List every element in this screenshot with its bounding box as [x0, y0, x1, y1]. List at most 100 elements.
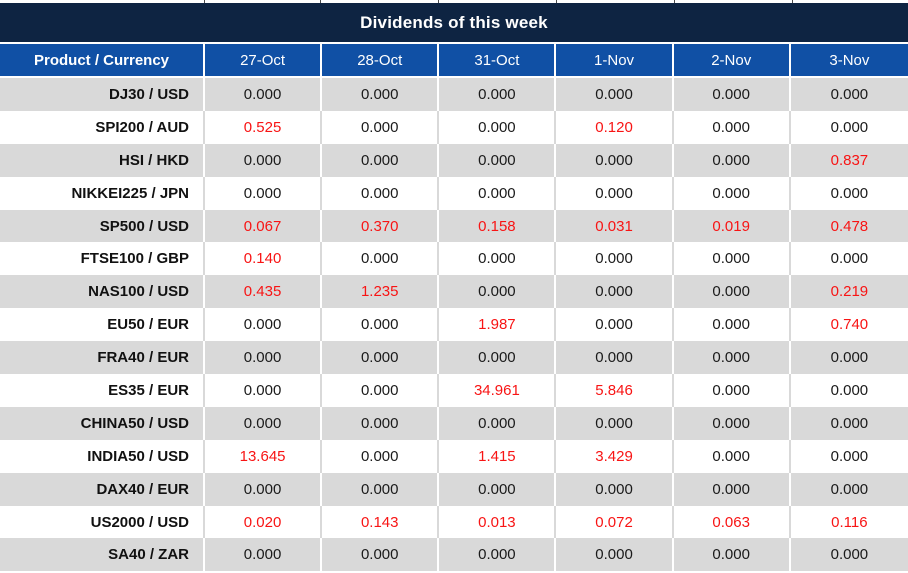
value-cell: 0.000 [556, 78, 674, 111]
value-cell: 0.000 [556, 472, 674, 506]
value-cell: 0.000 [322, 242, 440, 276]
value-cell: 0.143 [322, 505, 440, 539]
value-cell: 0.000 [790, 78, 908, 111]
product-cell: INDIA50 / USD [0, 439, 205, 473]
value-cell: 0.000 [205, 406, 323, 440]
table-row: FTSE100 / GBP 0.140 0.000 0.000 0.000 0.000 0.… [0, 242, 908, 276]
value-cell: 0.000 [556, 242, 674, 276]
value-cell: 0.000 [673, 78, 791, 111]
value-cell: 0.000 [322, 176, 440, 210]
value-cell: 0.000 [205, 374, 323, 407]
value-cell: 0.000 [673, 538, 791, 572]
value-cell: 0.000 [673, 439, 791, 473]
table-title: Dividends of this week [0, 3, 908, 44]
product-cell: DAX40 / EUR [0, 472, 205, 506]
value-cell: 0.063 [673, 505, 791, 539]
grid-tick [674, 0, 675, 3]
value-cell: 0.000 [205, 143, 323, 177]
value-cell: 0.000 [790, 472, 908, 506]
table-row: NAS100 / USD 0.435 1.235 0.000 0.000 0.000 0.2… [0, 275, 908, 309]
value-cell: 0.525 [205, 110, 323, 144]
value-cell: 0.116 [790, 505, 908, 539]
table-body: DJ30 / USD 0.000 0.000 0.000 0.000 0.000 0.000… [0, 78, 908, 572]
value-cell: 0.000 [439, 110, 557, 144]
value-cell: 13.645 [205, 439, 323, 473]
value-cell: 0.000 [322, 472, 440, 506]
value-cell: 0.000 [790, 110, 908, 144]
table-row: DAX40 / EUR 0.000 0.000 0.000 0.000 0.000 0.00… [0, 472, 908, 506]
value-cell: 0.000 [790, 439, 908, 473]
product-cell: FRA40 / EUR [0, 341, 205, 375]
value-cell: 0.000 [673, 341, 791, 375]
value-cell: 0.000 [556, 308, 674, 342]
value-cell: 0.000 [439, 472, 557, 506]
product-cell: DJ30 / USD [0, 78, 205, 111]
value-cell: 34.961 [439, 374, 557, 407]
value-cell: 0.000 [556, 341, 674, 375]
product-cell: US2000 / USD [0, 505, 205, 539]
value-cell: 0.370 [322, 209, 440, 243]
value-cell: 0.019 [673, 209, 791, 243]
value-cell: 0.000 [322, 439, 440, 473]
table-row: HSI / HKD 0.000 0.000 0.000 0.000 0.000 0.837 [0, 143, 908, 177]
value-cell: 0.000 [673, 472, 791, 506]
product-cell: SP500 / USD [0, 209, 205, 243]
product-cell: SPI200 / AUD [0, 110, 205, 144]
value-cell: 0.435 [205, 275, 323, 309]
value-cell: 0.000 [322, 374, 440, 407]
value-cell: 0.000 [439, 242, 557, 276]
value-cell: 1.235 [322, 275, 440, 309]
table-row: SA40 / ZAR 0.000 0.000 0.000 0.000 0.000 0.000 [0, 538, 908, 572]
value-cell: 0.000 [790, 406, 908, 440]
column-header-date-3: 31-Oct [439, 44, 557, 78]
grid-tick [438, 0, 439, 3]
column-header-product: Product / Currency [0, 44, 205, 78]
grid-tick [792, 0, 793, 3]
dividends-table: Product / Currency 27-Oct 28-Oct 31-Oct … [0, 44, 908, 572]
value-cell: 0.000 [205, 341, 323, 375]
value-cell: 0.000 [556, 406, 674, 440]
product-cell: SA40 / ZAR [0, 538, 205, 572]
table-row: ES35 / EUR 0.000 0.000 34.961 5.846 0.000 0.00… [0, 374, 908, 407]
value-cell: 0.031 [556, 209, 674, 243]
value-cell: 0.000 [790, 341, 908, 375]
value-cell: 0.000 [322, 143, 440, 177]
value-cell: 0.140 [205, 242, 323, 276]
value-cell: 0.000 [439, 406, 557, 440]
value-cell: 0.000 [556, 275, 674, 309]
value-cell: 0.000 [673, 242, 791, 276]
table-row: US2000 / USD 0.020 0.143 0.013 0.072 0.063 0.1… [0, 505, 908, 539]
value-cell: 0.000 [322, 110, 440, 144]
header-row: Product / Currency 27-Oct 28-Oct 31-Oct … [0, 44, 908, 78]
table-row: SP500 / USD 0.067 0.370 0.158 0.031 0.019 0.47… [0, 209, 908, 243]
value-cell: 0.000 [673, 275, 791, 309]
value-cell: 5.846 [556, 374, 674, 407]
value-cell: 0.000 [673, 406, 791, 440]
value-cell: 0.000 [673, 143, 791, 177]
product-cell: CHINA50 / USD [0, 406, 205, 440]
value-cell: 0.000 [439, 341, 557, 375]
value-cell: 0.000 [205, 176, 323, 210]
value-cell: 0.000 [790, 176, 908, 210]
value-cell: 0.000 [439, 538, 557, 572]
table-title-text: Dividends of this week [360, 12, 548, 32]
value-cell: 0.020 [205, 505, 323, 539]
table-row: INDIA50 / USD 13.645 0.000 1.415 3.429 0.000 0… [0, 439, 908, 473]
value-cell: 1.987 [439, 308, 557, 342]
value-cell: 0.067 [205, 209, 323, 243]
grid-tick [204, 0, 205, 3]
value-cell: 0.000 [790, 242, 908, 276]
product-cell: FTSE100 / GBP [0, 242, 205, 276]
value-cell: 0.000 [673, 176, 791, 210]
value-cell: 0.000 [439, 176, 557, 210]
value-cell: 0.000 [439, 275, 557, 309]
column-header-date-4: 1-Nov [556, 44, 674, 78]
value-cell: 0.000 [322, 406, 440, 440]
value-cell: 0.000 [322, 78, 440, 111]
product-cell: EU50 / EUR [0, 308, 205, 342]
table-header: Product / Currency 27-Oct 28-Oct 31-Oct … [0, 44, 908, 78]
value-cell: 0.000 [205, 472, 323, 506]
value-cell: 0.000 [322, 308, 440, 342]
value-cell: 0.072 [556, 505, 674, 539]
value-cell: 0.000 [322, 538, 440, 572]
